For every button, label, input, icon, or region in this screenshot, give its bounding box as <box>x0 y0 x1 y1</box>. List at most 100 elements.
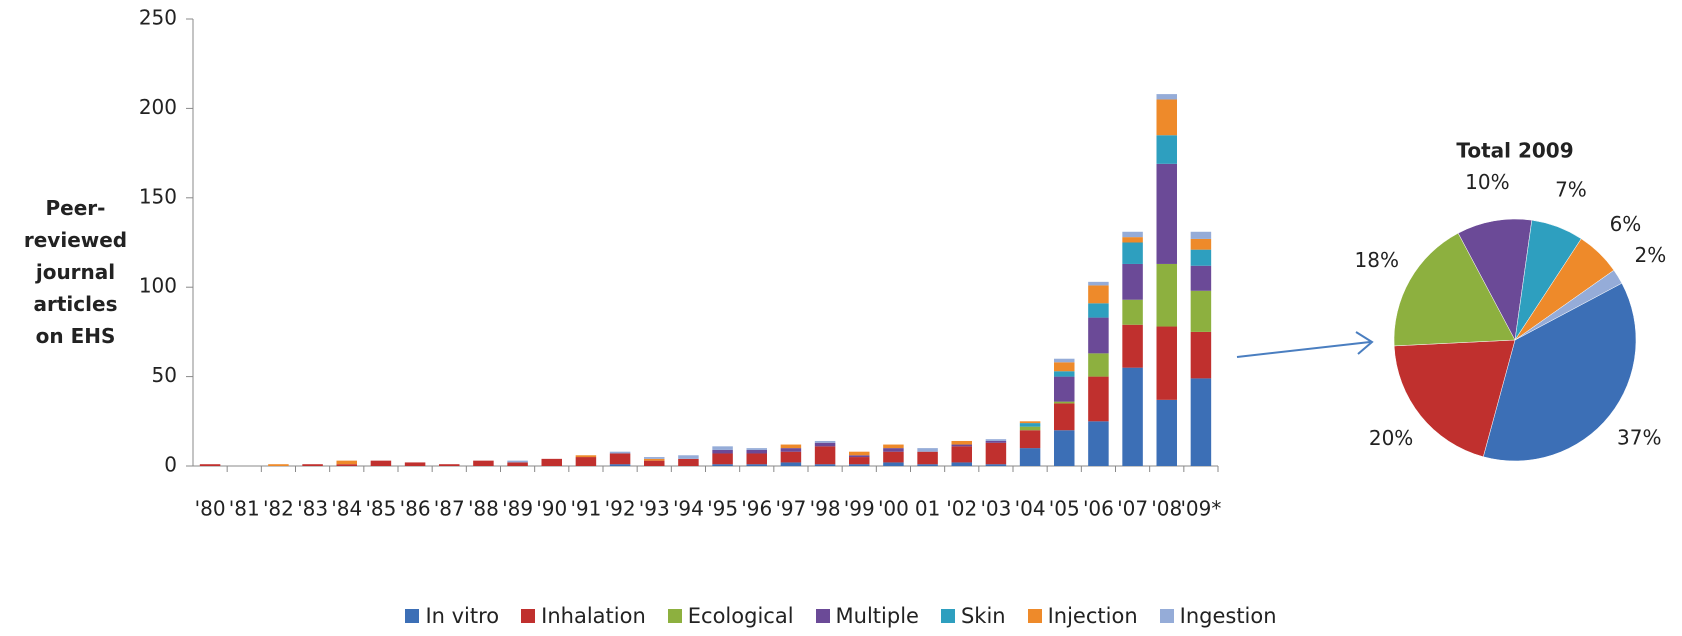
bar-segment <box>1088 376 1109 422</box>
bar-segment <box>473 460 494 466</box>
bar-segment <box>1019 448 1041 466</box>
bar-segment <box>849 464 870 466</box>
x-tick-label: '87 <box>434 497 465 521</box>
bar-segment <box>1156 135 1177 164</box>
pie-slice <box>1457 218 1533 341</box>
x-tick-label: '00 <box>878 497 909 521</box>
bar-segment <box>1122 263 1143 300</box>
legend-swatch <box>940 609 955 623</box>
bar-segment <box>439 464 460 466</box>
bar-segment <box>1156 94 1177 100</box>
bar-segment <box>1088 317 1109 354</box>
bar-segment <box>609 451 631 454</box>
bar-segment <box>1054 376 1075 402</box>
y-tick-label: 250 <box>139 6 177 30</box>
pie-label: 6% <box>1610 212 1642 236</box>
bar-segment <box>1156 263 1177 327</box>
bar-segment <box>507 462 528 466</box>
y-tick-label: 100 <box>139 274 177 298</box>
bar-segment <box>1122 237 1143 243</box>
bar-segment <box>917 464 938 466</box>
bar-segment <box>780 444 802 449</box>
x-tick-label: '07 <box>1117 497 1148 521</box>
x-tick-label: '86 <box>400 497 431 521</box>
x-tick-label: '97 <box>775 497 806 521</box>
x-tick-label: '08 <box>1151 497 1182 521</box>
bar-segment <box>507 460 528 463</box>
legend-item: Injection <box>1027 604 1138 628</box>
x-tick-label: '06 <box>1083 497 1114 521</box>
bar-segment <box>780 462 802 466</box>
legend-label: Inhalation <box>541 604 646 628</box>
bar-segment <box>985 440 1007 443</box>
y-axis-label: Peer-reviewed journal articles on EHS <box>23 196 128 348</box>
bar-segment <box>917 448 938 452</box>
legend: In vitro Inhalation Ecological Multiple Skin… <box>0 604 1682 628</box>
bar-segment <box>1088 281 1109 286</box>
bar-segment <box>712 453 733 465</box>
legend-item: Inhalation <box>521 604 646 628</box>
bar-segment <box>883 451 904 463</box>
x-tick-label: 01 <box>915 497 940 521</box>
x-tick-label: '95 <box>707 497 738 521</box>
bar-segment <box>1190 249 1212 266</box>
x-tick-label: '09* <box>1180 497 1221 521</box>
bar-segment <box>678 458 699 466</box>
bar-segment <box>1088 421 1109 466</box>
pie-label: 2% <box>1635 243 1667 267</box>
bar-segment <box>814 440 836 443</box>
bar-segment <box>746 464 767 466</box>
x-tick-label: '83 <box>297 497 328 521</box>
bar-segment <box>1122 324 1143 368</box>
bar-segment <box>883 462 904 466</box>
bar-segment <box>883 448 904 452</box>
legend-label: Injection <box>1047 604 1138 628</box>
legend-swatch <box>1027 609 1042 623</box>
bar-segment <box>712 464 733 466</box>
legend-swatch <box>667 609 682 623</box>
legend-item: In vitro <box>405 604 499 628</box>
bar-segment <box>1019 423 1041 427</box>
bar-segment <box>1122 299 1143 325</box>
bar-segment <box>814 446 836 465</box>
bar-segment <box>985 464 1007 466</box>
bar-segment <box>609 453 631 465</box>
bar-segment <box>1190 378 1212 466</box>
bar-segment <box>951 462 972 466</box>
bar-segment <box>1190 265 1212 291</box>
bar-segment <box>404 462 426 466</box>
bar-segment <box>712 446 733 450</box>
bar-segment <box>1156 163 1177 264</box>
x-tick-label: '96 <box>741 497 772 521</box>
legend-label: Skin <box>960 604 1006 628</box>
pie-label: 10% <box>1465 170 1509 194</box>
legend-item: Ingestion <box>1159 604 1277 628</box>
x-tick-label: '90 <box>536 497 567 521</box>
bar-segment <box>746 448 767 450</box>
bar-segment <box>849 455 870 458</box>
bar-segment <box>849 451 870 456</box>
arrow <box>1236 341 1371 358</box>
bar-segment <box>644 457 665 459</box>
legend-swatch <box>521 609 536 623</box>
bar-segment <box>849 457 870 465</box>
chart: Total 2009 050100150200250'80'81'82'83'8… <box>139 6 1667 521</box>
pie-label: 20% <box>1369 426 1413 450</box>
bar-segment <box>268 464 289 466</box>
legend-label: Ingestion <box>1179 604 1277 628</box>
bar-segment <box>541 458 562 466</box>
y-tick-label: 50 <box>152 363 177 387</box>
legend-swatch <box>815 609 830 623</box>
legend-label: Ecological <box>687 604 794 628</box>
x-tick-label: '81 <box>229 497 260 521</box>
x-tick-label: '88 <box>468 497 499 521</box>
bar-segment <box>1190 238 1212 250</box>
bar-segment <box>1054 401 1075 404</box>
pie-slice <box>1482 282 1637 462</box>
legend-item: Multiple <box>815 604 919 628</box>
legend-swatch <box>1159 609 1174 623</box>
x-tick-label: '91 <box>570 497 601 521</box>
arrow-head <box>1355 331 1374 355</box>
x-tick-label: '89 <box>502 497 533 521</box>
